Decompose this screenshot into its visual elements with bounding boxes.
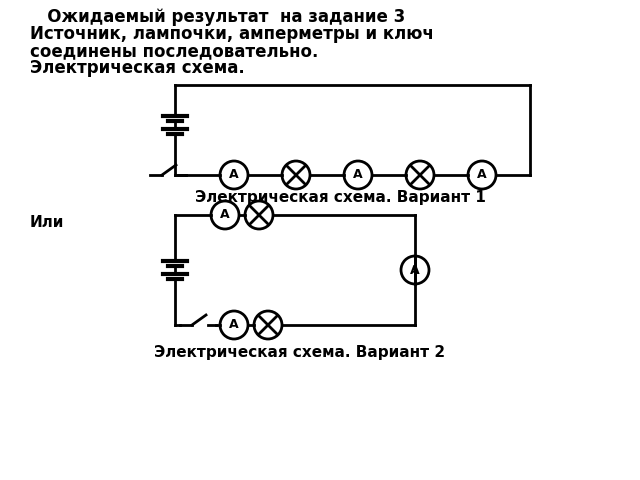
Text: Источник, лампочки, амперметры и ключ: Источник, лампочки, амперметры и ключ (30, 25, 434, 43)
Text: A: A (410, 264, 420, 276)
Text: Ожидаемый результат  на задание 3: Ожидаемый результат на задание 3 (30, 8, 405, 26)
Text: A: A (229, 168, 239, 181)
Text: соединены последовательно.: соединены последовательно. (30, 42, 318, 60)
Text: Электрическая схема.: Электрическая схема. (30, 59, 244, 77)
Text: A: A (229, 319, 239, 332)
Text: Электрическая схема. Вариант 1: Электрическая схема. Вариант 1 (195, 190, 485, 205)
Text: A: A (353, 168, 363, 181)
Text: A: A (220, 208, 230, 221)
Text: A: A (477, 168, 487, 181)
Text: Электрическая схема. Вариант 2: Электрическая схема. Вариант 2 (154, 345, 445, 360)
Text: Или: Или (30, 215, 65, 230)
